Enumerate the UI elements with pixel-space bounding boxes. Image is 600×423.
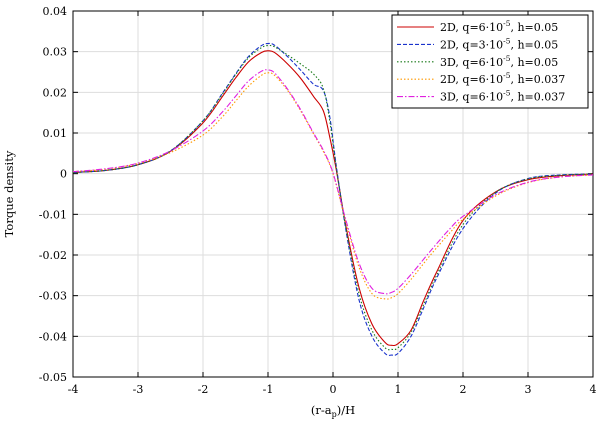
y-tick-label: 0.04 — [43, 5, 68, 18]
x-tick-label: 0 — [330, 383, 337, 396]
series-line-3 — [72, 44, 594, 351]
y-tick-label: 0.01 — [43, 127, 68, 140]
x-tick-label: -3 — [133, 383, 144, 396]
legend-box — [391, 14, 589, 109]
legend-label-1: 2D, q=6·10-5, h=0.05 — [440, 19, 558, 34]
x-tick-label: 3 — [525, 383, 532, 396]
y-tick-label: -0.04 — [39, 330, 67, 343]
y-tick-label: -0.01 — [39, 208, 67, 221]
series-line-1 — [72, 50, 594, 347]
y-axis-label: Torque density — [2, 150, 16, 237]
y-tick-label: -0.05 — [39, 371, 67, 384]
legend-label-3: 3D, q=6·10-5, h=0.05 — [440, 54, 558, 69]
legend-label-4: 2D, q=6·10-5, h=0.037 — [440, 71, 565, 86]
x-axis-label: (r-ap)/H — [311, 403, 355, 419]
x-tick-label: -2 — [198, 383, 209, 396]
x-tick-label: -4 — [68, 383, 79, 396]
x-tick-label: 4 — [590, 383, 597, 396]
x-tick-label: 1 — [395, 383, 402, 396]
legend-label-5: 3D, q=6·10-5, h=0.037 — [440, 89, 565, 104]
y-tick-label: 0.02 — [43, 86, 68, 99]
x-tick-label: 2 — [460, 383, 467, 396]
legend: 2D, q=6·10-5, h=0.05 2D, q=3·10-5, h=0.05… — [391, 14, 589, 109]
y-tick-label: -0.02 — [39, 249, 67, 262]
series-line-4 — [72, 72, 594, 300]
series-line-2 — [72, 42, 594, 356]
series-lines — [72, 42, 594, 356]
legend-label-2: 2D, q=3·10-5, h=0.05 — [440, 36, 558, 51]
x-tick-label: -1 — [263, 383, 274, 396]
y-tick-label: 0.03 — [43, 46, 68, 59]
y-tick-label: -0.03 — [39, 290, 67, 303]
y-tick-label: 0 — [60, 168, 67, 181]
series-line-5 — [72, 69, 594, 295]
axes: -4 -3 -2 -1 0 1 2 3 4 -0.05 -0.04 -0.03 -0.02 -0.01 0 0… — [39, 5, 597, 396]
